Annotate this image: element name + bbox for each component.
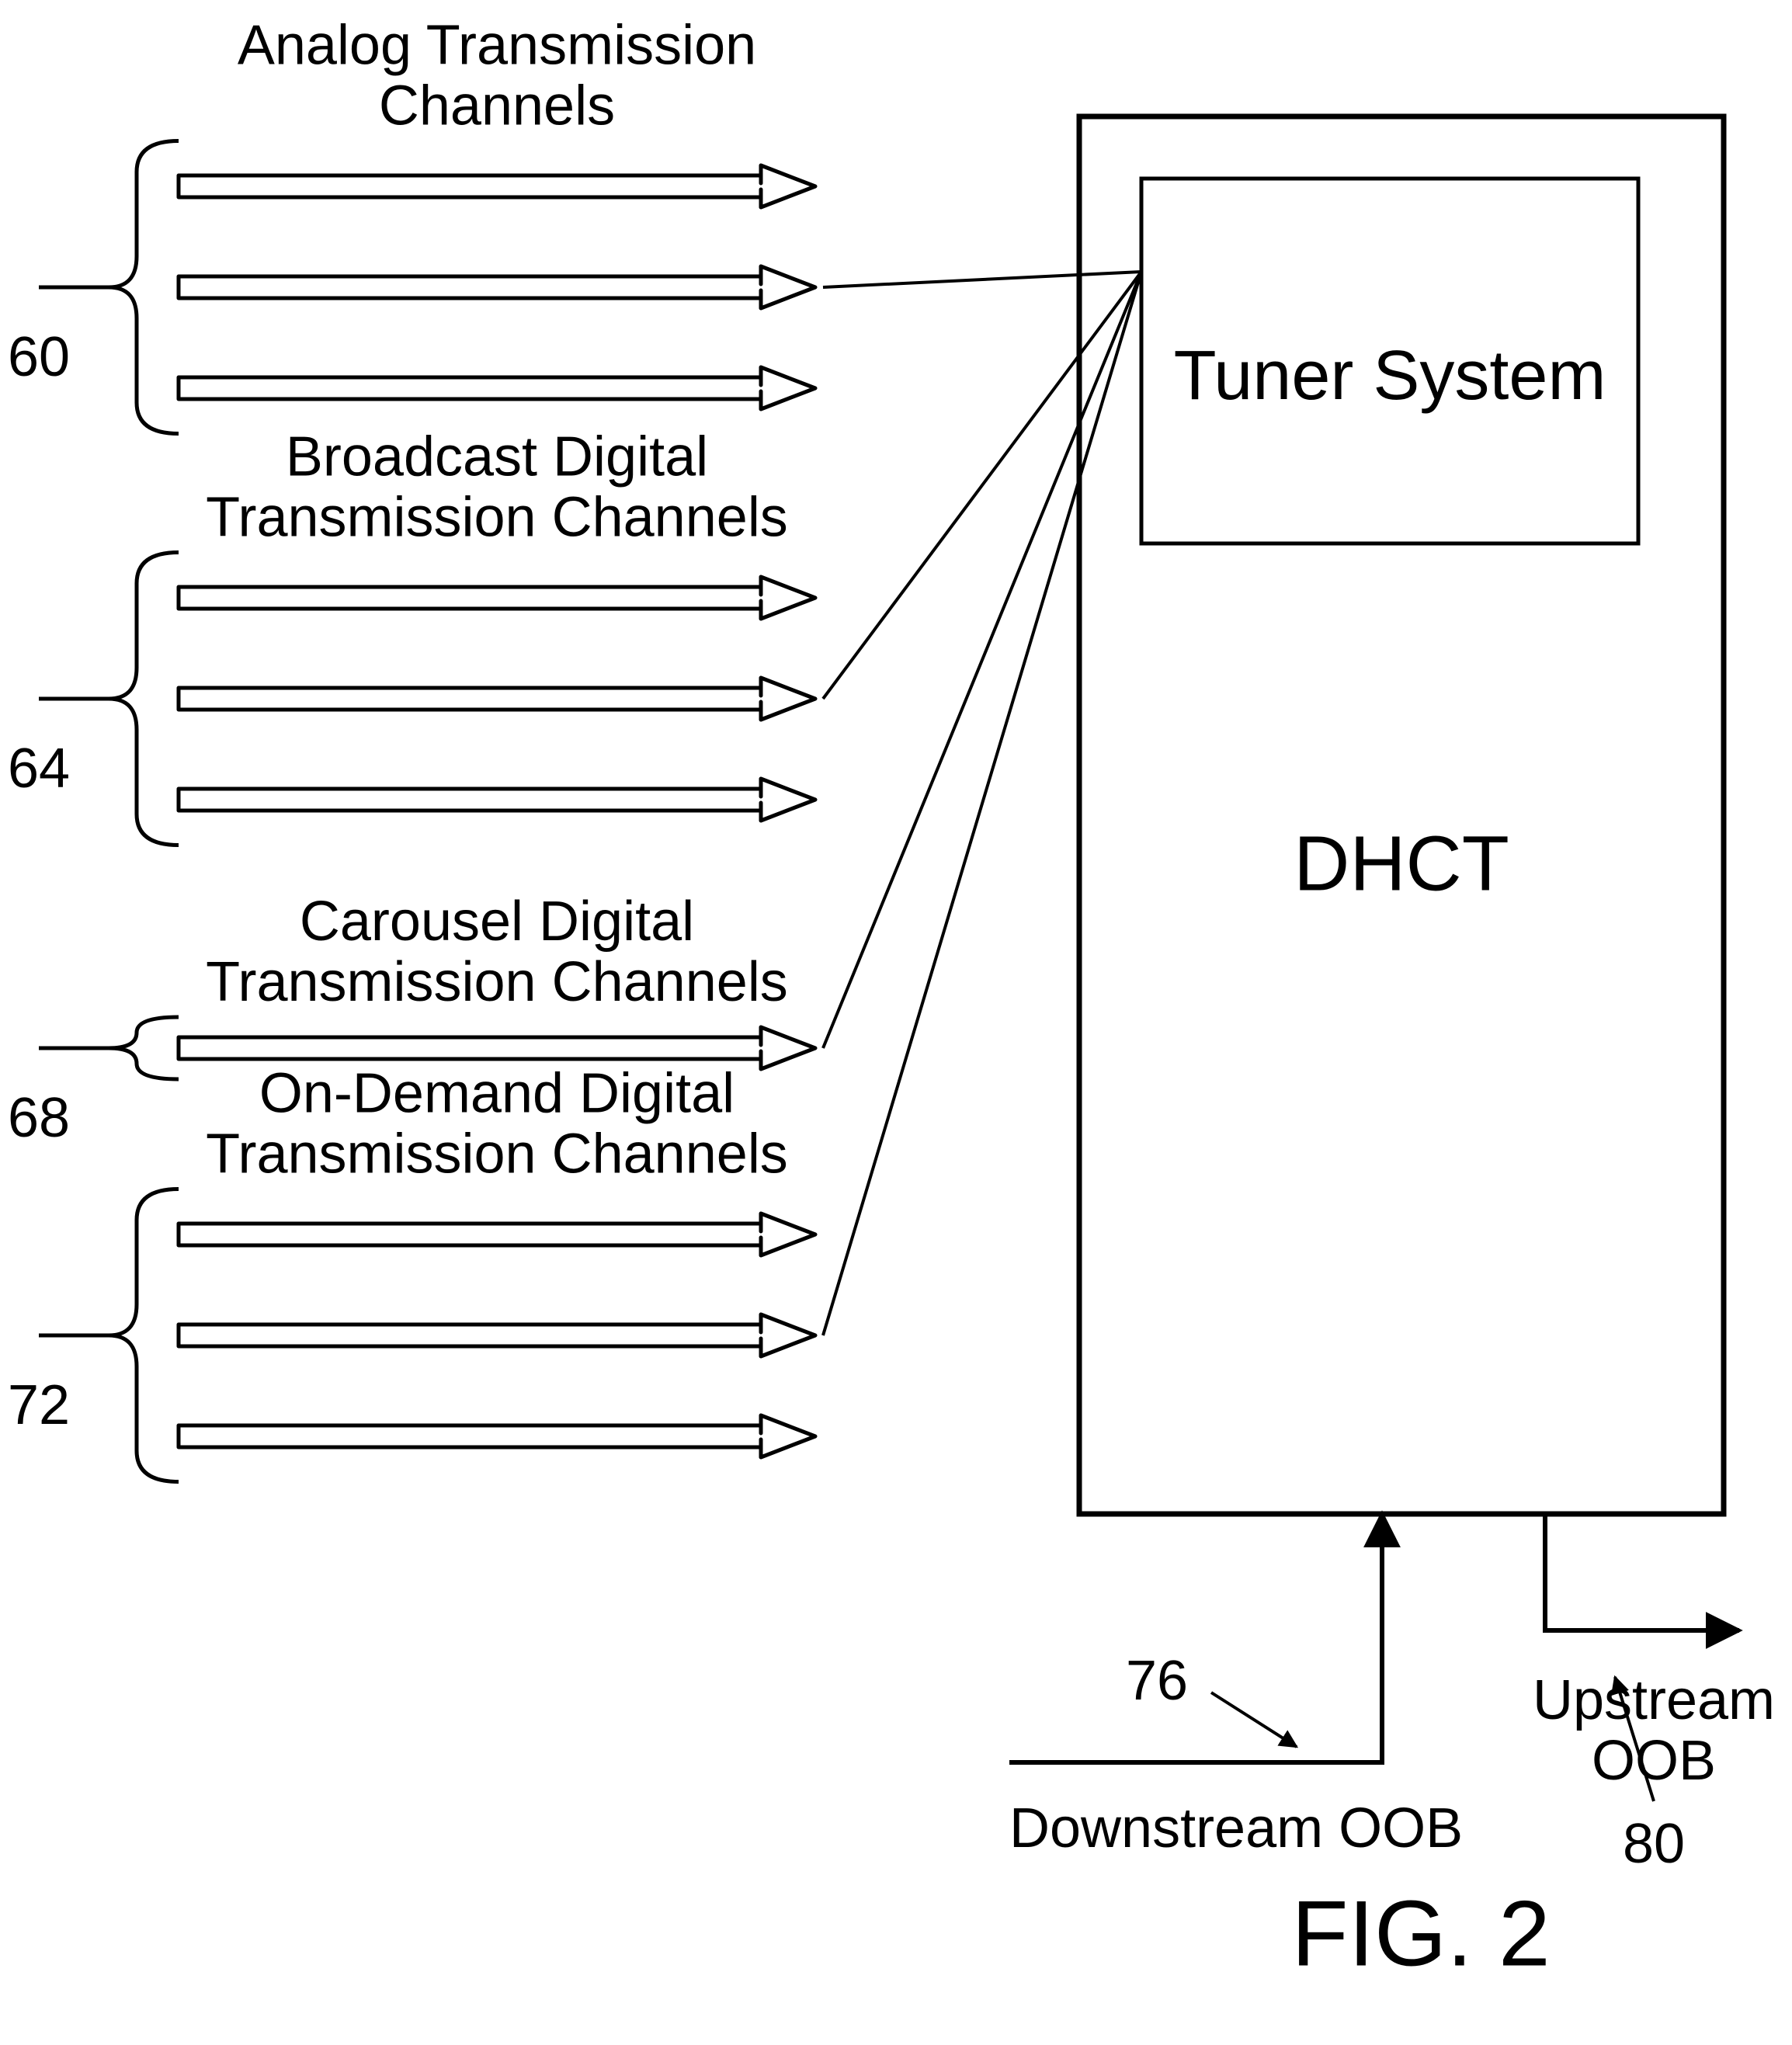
svg-text:76: 76 — [1126, 1650, 1188, 1712]
svg-text:Transmission Channels: Transmission Channels — [206, 487, 788, 549]
svg-text:DHCT: DHCT — [1294, 820, 1509, 907]
svg-text:80: 80 — [1623, 1813, 1685, 1875]
svg-text:OOB: OOB — [1592, 1730, 1716, 1792]
svg-text:Tuner System: Tuner System — [1174, 337, 1606, 415]
svg-text:FIG. 2: FIG. 2 — [1291, 1882, 1550, 1986]
svg-text:Downstream OOB: Downstream OOB — [1009, 1797, 1463, 1859]
svg-text:Upstream: Upstream — [1533, 1669, 1775, 1731]
svg-text:72: 72 — [8, 1374, 70, 1436]
svg-text:On-Demand Digital: On-Demand Digital — [259, 1063, 735, 1125]
svg-text:64: 64 — [8, 738, 70, 800]
svg-text:Analog Transmission: Analog Transmission — [238, 15, 756, 77]
svg-text:60: 60 — [8, 326, 70, 388]
svg-text:Transmission Channels: Transmission Channels — [206, 1123, 788, 1186]
svg-text:Carousel Digital: Carousel Digital — [300, 891, 694, 953]
svg-text:Broadcast Digital: Broadcast Digital — [286, 426, 708, 488]
svg-text:Channels: Channels — [379, 75, 615, 137]
svg-text:68: 68 — [8, 1087, 70, 1149]
svg-text:Transmission Channels: Transmission Channels — [206, 951, 788, 1013]
